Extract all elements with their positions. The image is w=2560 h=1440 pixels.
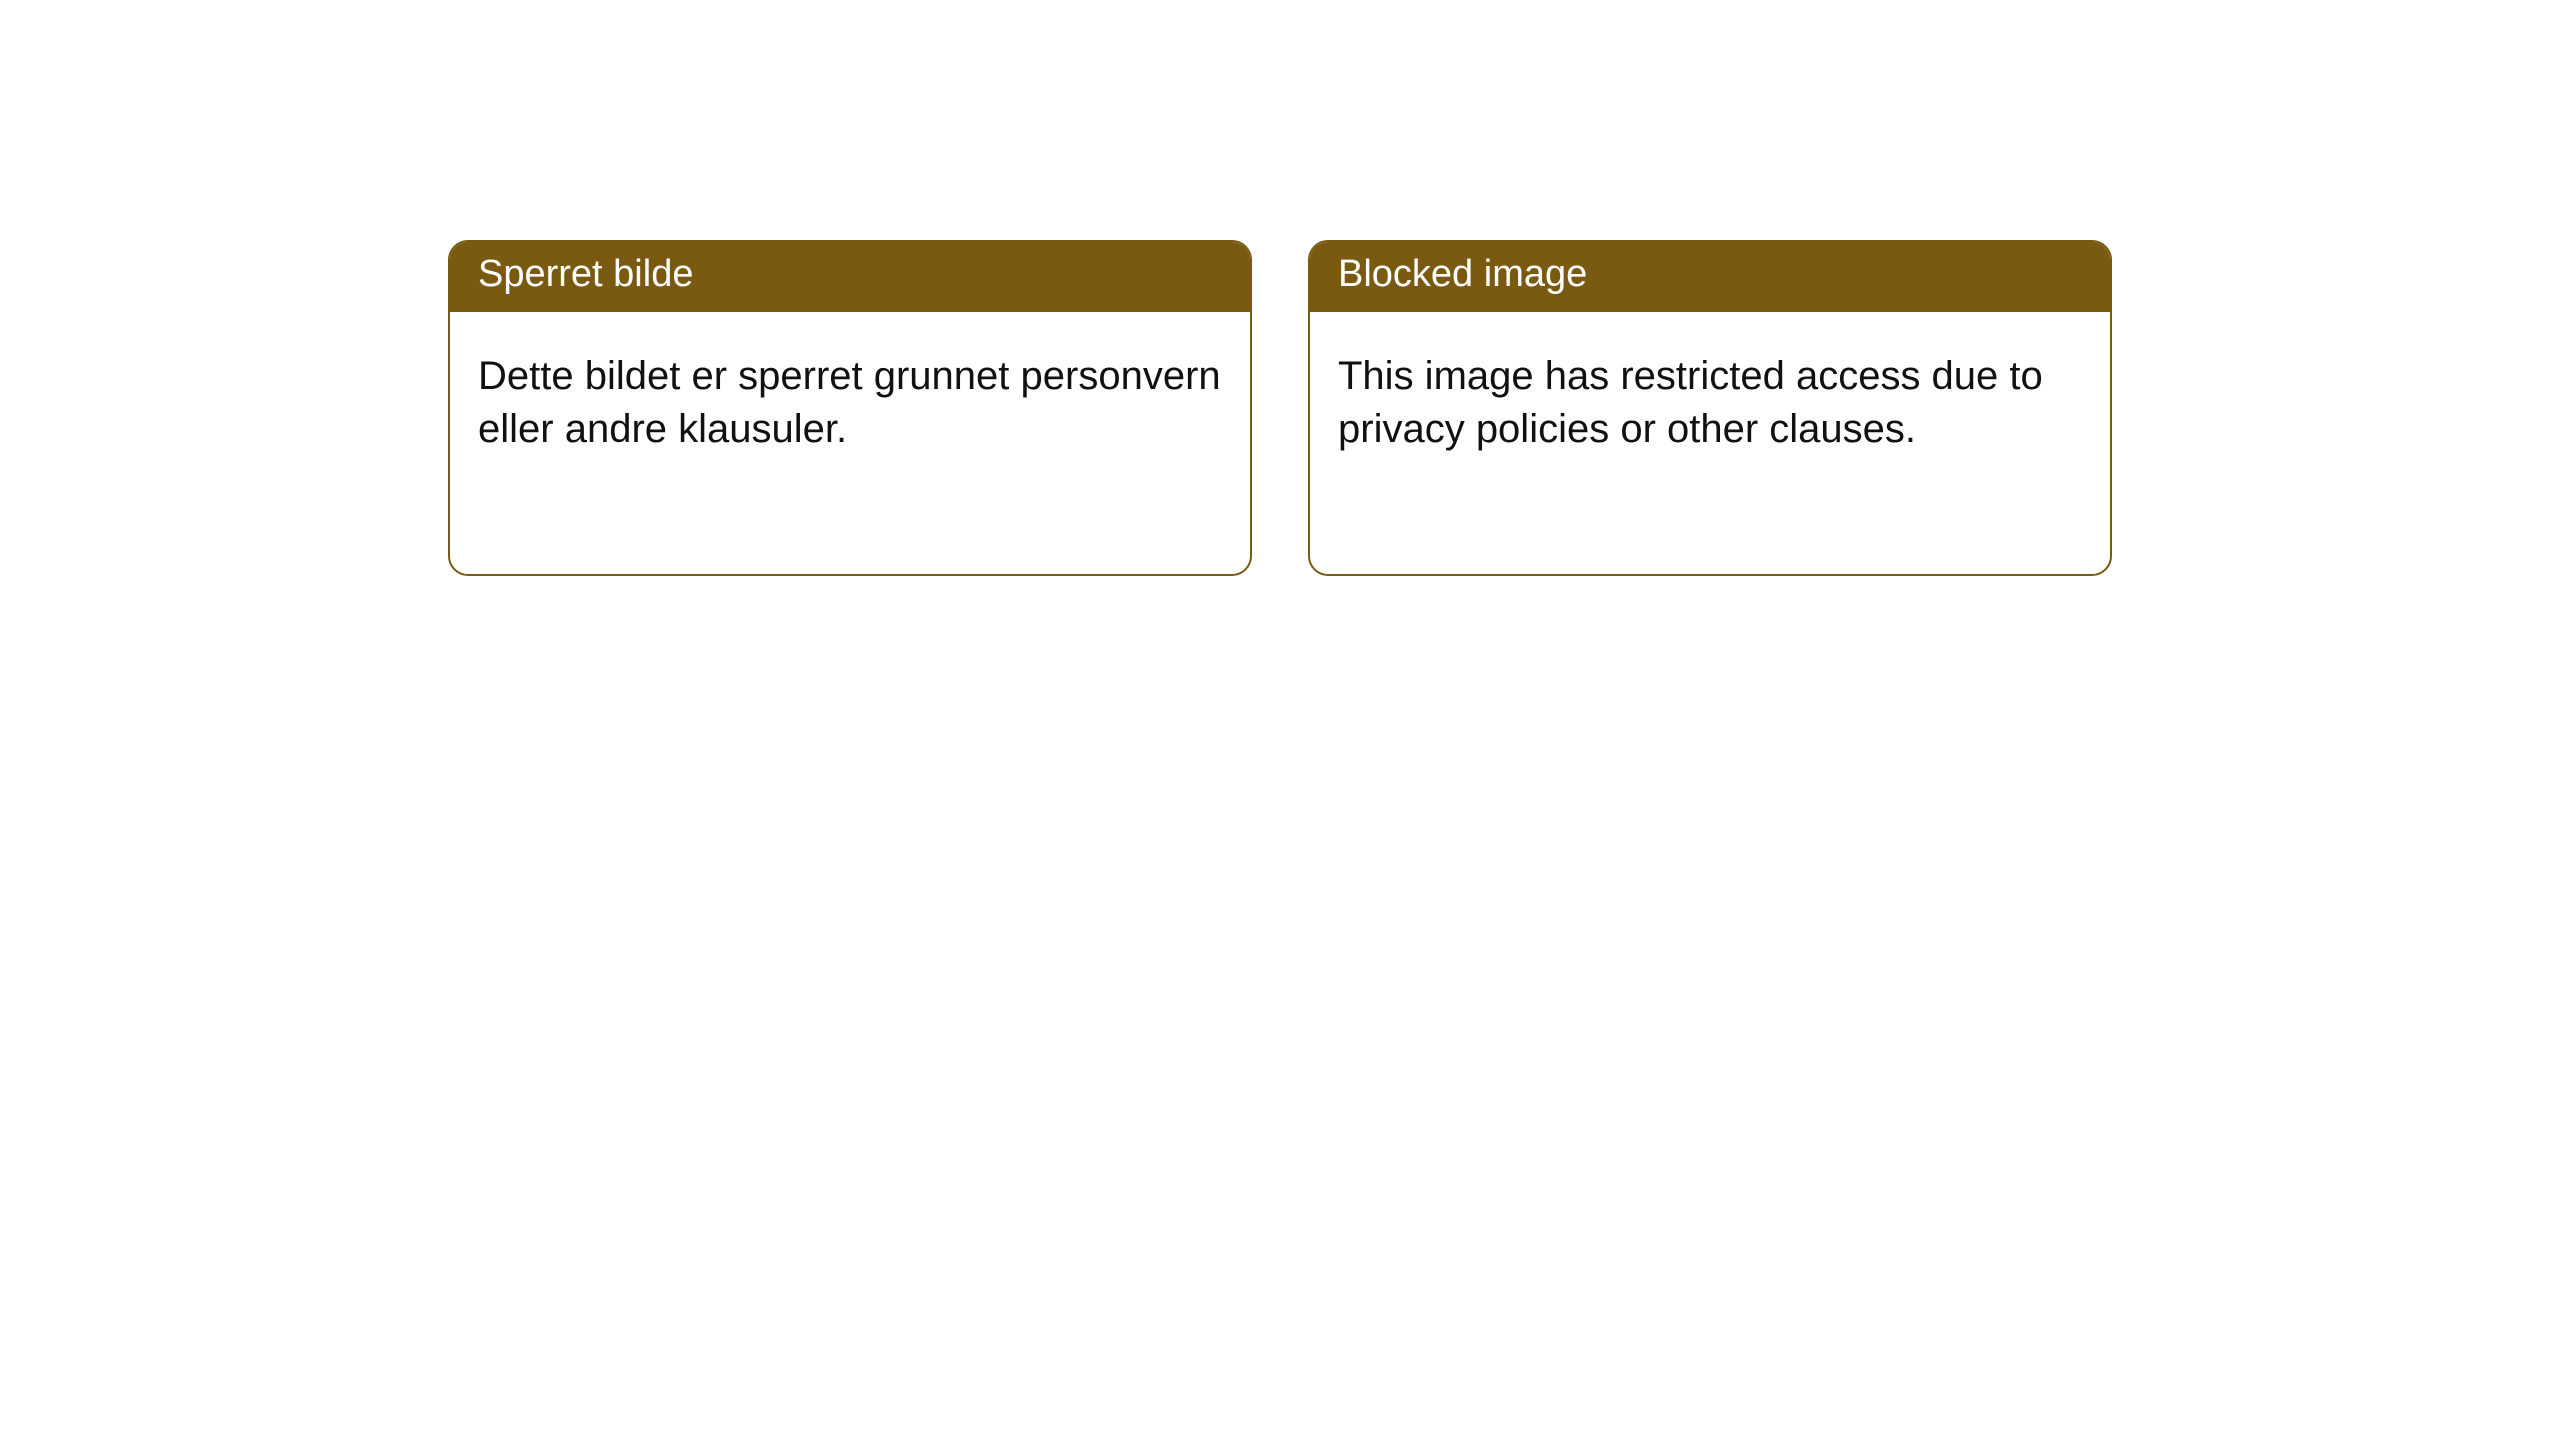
blocked-image-card-no: Sperret bilde Dette bildet er sperret gr…	[448, 240, 1252, 576]
card-header-no: Sperret bilde	[450, 242, 1250, 312]
card-body-en: This image has restricted access due to …	[1310, 312, 2110, 484]
card-header-en: Blocked image	[1310, 242, 2110, 312]
blocked-image-notice-container: Sperret bilde Dette bildet er sperret gr…	[0, 0, 2560, 576]
blocked-image-card-en: Blocked image This image has restricted …	[1308, 240, 2112, 576]
card-body-no: Dette bildet er sperret grunnet personve…	[450, 312, 1250, 484]
